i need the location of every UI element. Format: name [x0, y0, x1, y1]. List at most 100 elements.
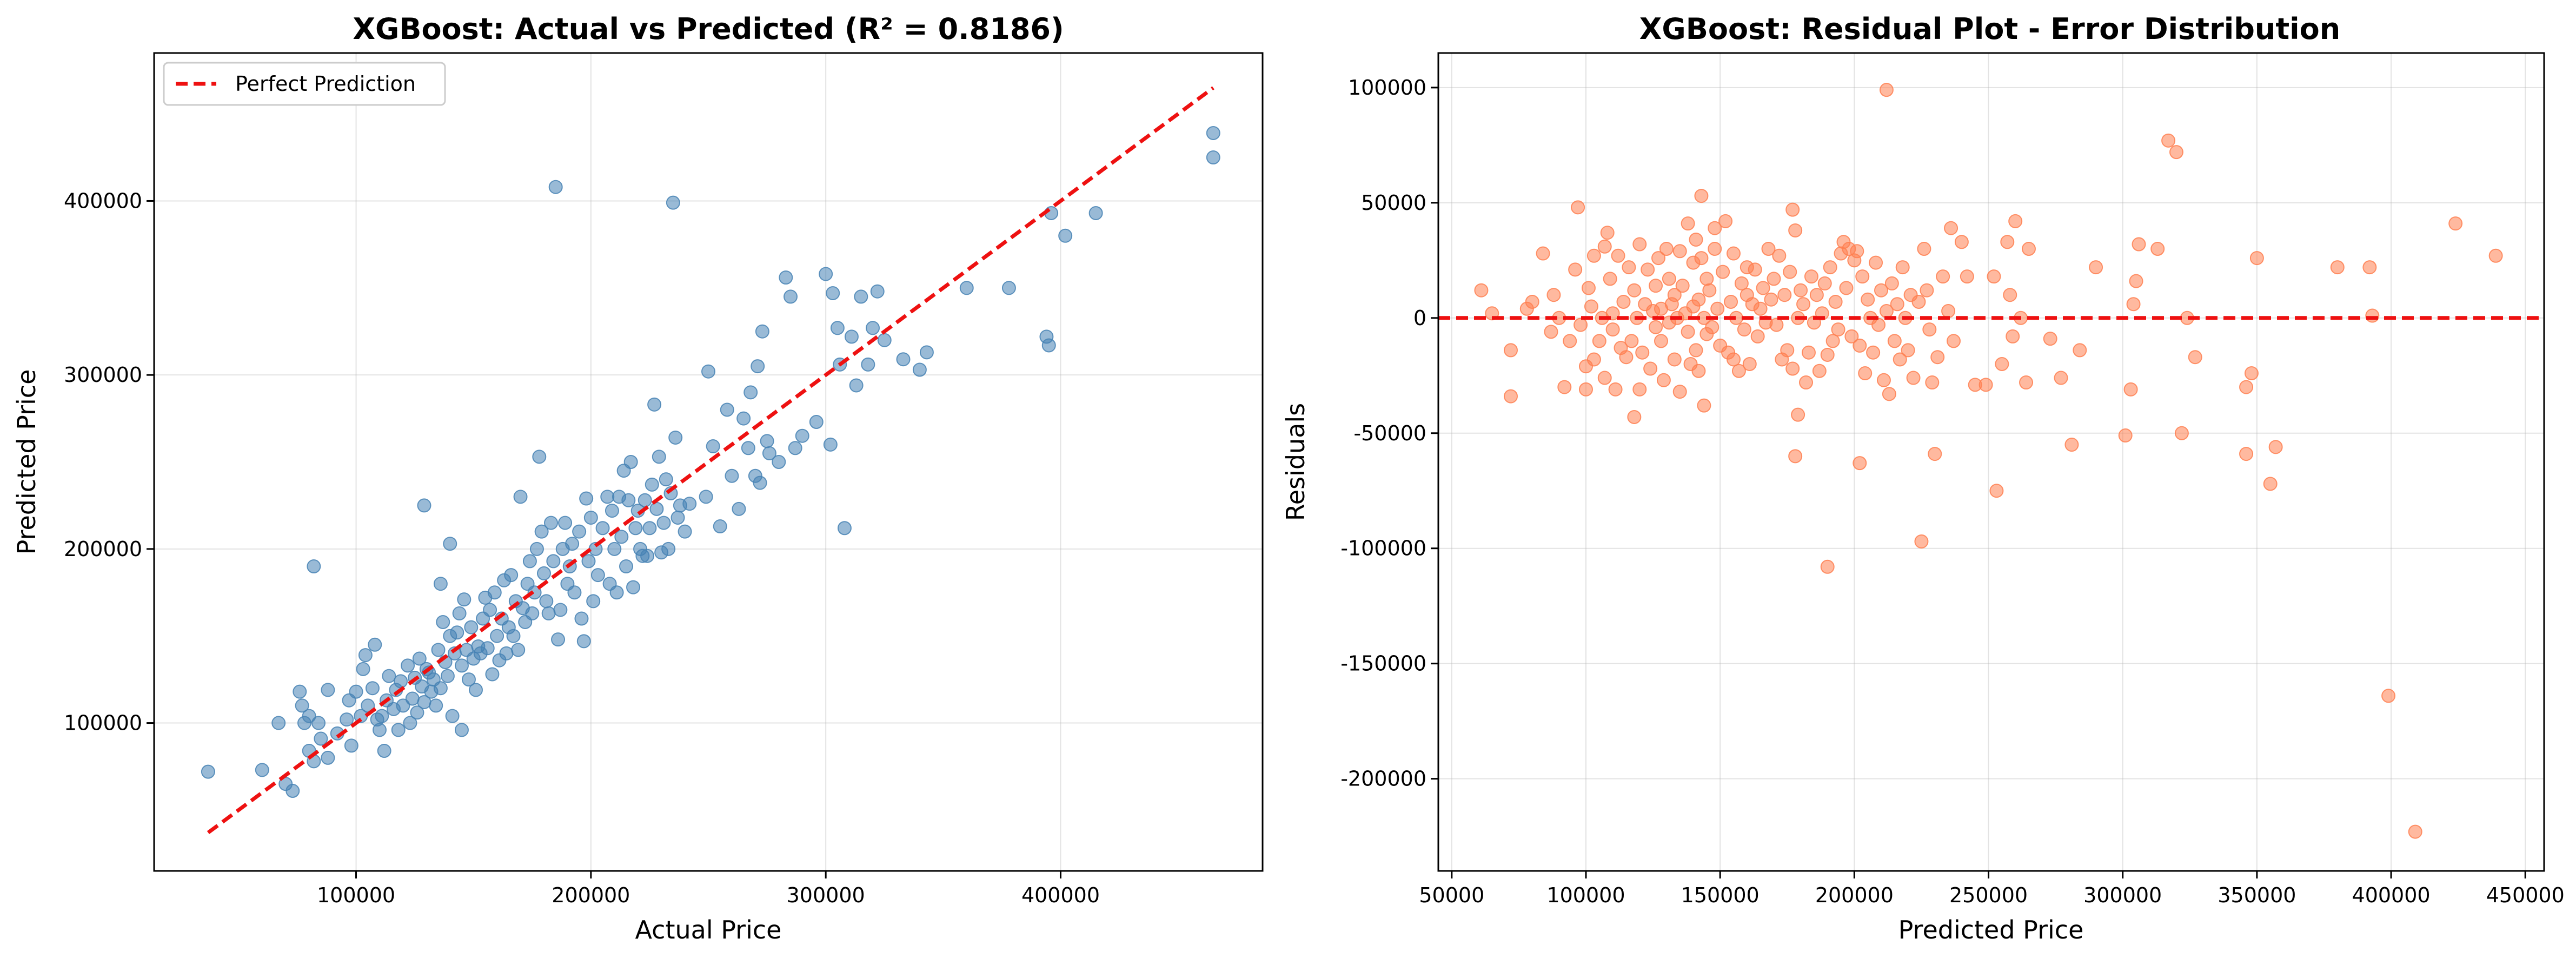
data-point [1571, 200, 1585, 215]
data-point [1597, 239, 1612, 254]
data-point [302, 709, 316, 723]
data-point [1708, 221, 1722, 235]
data-point [417, 498, 431, 513]
data-point [464, 620, 479, 635]
x-tick-label: 50000 [1419, 883, 1484, 907]
data-point [795, 428, 809, 443]
data-point [2043, 332, 2057, 346]
data-point [539, 594, 554, 609]
residual-plot-chart: XGBoost: Residual Plot - Error Distribut… [1281, 12, 2565, 944]
data-point [340, 712, 354, 727]
data-point [2263, 477, 2278, 491]
data-point [788, 441, 802, 455]
data-point [912, 362, 927, 377]
data-point [1780, 343, 1795, 358]
data-point [706, 439, 720, 454]
data-point [412, 651, 427, 666]
data-point [682, 497, 697, 511]
data-points [1474, 83, 2503, 839]
x-tick-label: 250000 [1949, 883, 2028, 907]
data-point [410, 705, 424, 720]
data-point [1893, 352, 1907, 367]
y-tick-label: -50000 [1353, 421, 1426, 445]
data-point [1756, 281, 1770, 295]
data-point [1605, 322, 1620, 337]
data-point [1662, 272, 1676, 286]
data-point [2330, 260, 2345, 275]
data-point [1794, 283, 1808, 298]
data-point [659, 472, 673, 487]
data-point [2249, 251, 2264, 266]
data-point [1546, 288, 1561, 302]
data-point [541, 606, 556, 620]
data-point [823, 437, 838, 452]
data-point [1611, 248, 1625, 263]
data-point [356, 662, 370, 676]
data-point [1504, 389, 1518, 404]
data-point [1088, 206, 1103, 220]
data-point [1944, 221, 1958, 235]
data-point [344, 738, 358, 753]
data-point [1791, 407, 1805, 422]
data-point [483, 603, 497, 617]
data-point [666, 195, 680, 210]
data-point [534, 524, 549, 539]
data-point [2408, 824, 2422, 839]
data-point [572, 524, 587, 539]
y-tick-label: 100000 [64, 711, 142, 735]
data-point [1772, 248, 1787, 263]
data-point [553, 603, 568, 617]
data-point [487, 585, 502, 600]
data-point [271, 716, 286, 730]
data-point [293, 684, 307, 699]
data-point [445, 709, 460, 723]
data-point [579, 491, 594, 506]
data-point [652, 450, 666, 464]
data-point [1825, 334, 1840, 348]
data-point [454, 723, 469, 737]
data-point [586, 594, 601, 609]
data-point [1801, 345, 1816, 360]
x-tick-label: 200000 [1815, 883, 1894, 907]
data-point [2000, 235, 2015, 249]
data-point [1563, 334, 1577, 348]
data-point [1651, 251, 1666, 266]
data-point [2362, 260, 2377, 275]
data-point [365, 681, 380, 696]
data-point [1624, 334, 1639, 348]
data-point [1777, 288, 1792, 302]
y-tick-label: 100000 [1348, 76, 1426, 100]
data-point [1702, 283, 1717, 298]
x-axis-label: Actual Price [635, 915, 782, 944]
data-point [1724, 294, 1738, 309]
data-point [866, 321, 880, 335]
data-point [861, 357, 875, 372]
data-point [1627, 283, 1642, 298]
data-point [1737, 322, 1751, 337]
data-point [440, 669, 455, 683]
data-point [645, 477, 659, 492]
data-point [1941, 304, 1956, 319]
data-point [1979, 378, 1993, 392]
tick-group: 50000 100000 150000 200000 250000 300000 35000… [1340, 76, 2565, 907]
data-point [2174, 426, 2189, 440]
data-point [1922, 322, 1937, 337]
data-point [1954, 235, 1969, 249]
data-point [623, 455, 638, 469]
y-tick-label: -100000 [1340, 537, 1426, 560]
data-point [490, 629, 504, 643]
x-tick-label: 450000 [2486, 883, 2565, 907]
data-point [1716, 265, 1730, 279]
grid [1438, 53, 2544, 871]
data-point [595, 521, 610, 536]
data-point [1659, 242, 1674, 256]
data-point [527, 585, 542, 600]
data-point [382, 669, 396, 683]
legend: Perfect Prediction [163, 62, 446, 106]
data-point [1643, 361, 1658, 376]
data-point [1592, 334, 1606, 348]
data-point [1689, 343, 1703, 358]
data-point [567, 585, 582, 600]
data-point [2132, 237, 2146, 252]
